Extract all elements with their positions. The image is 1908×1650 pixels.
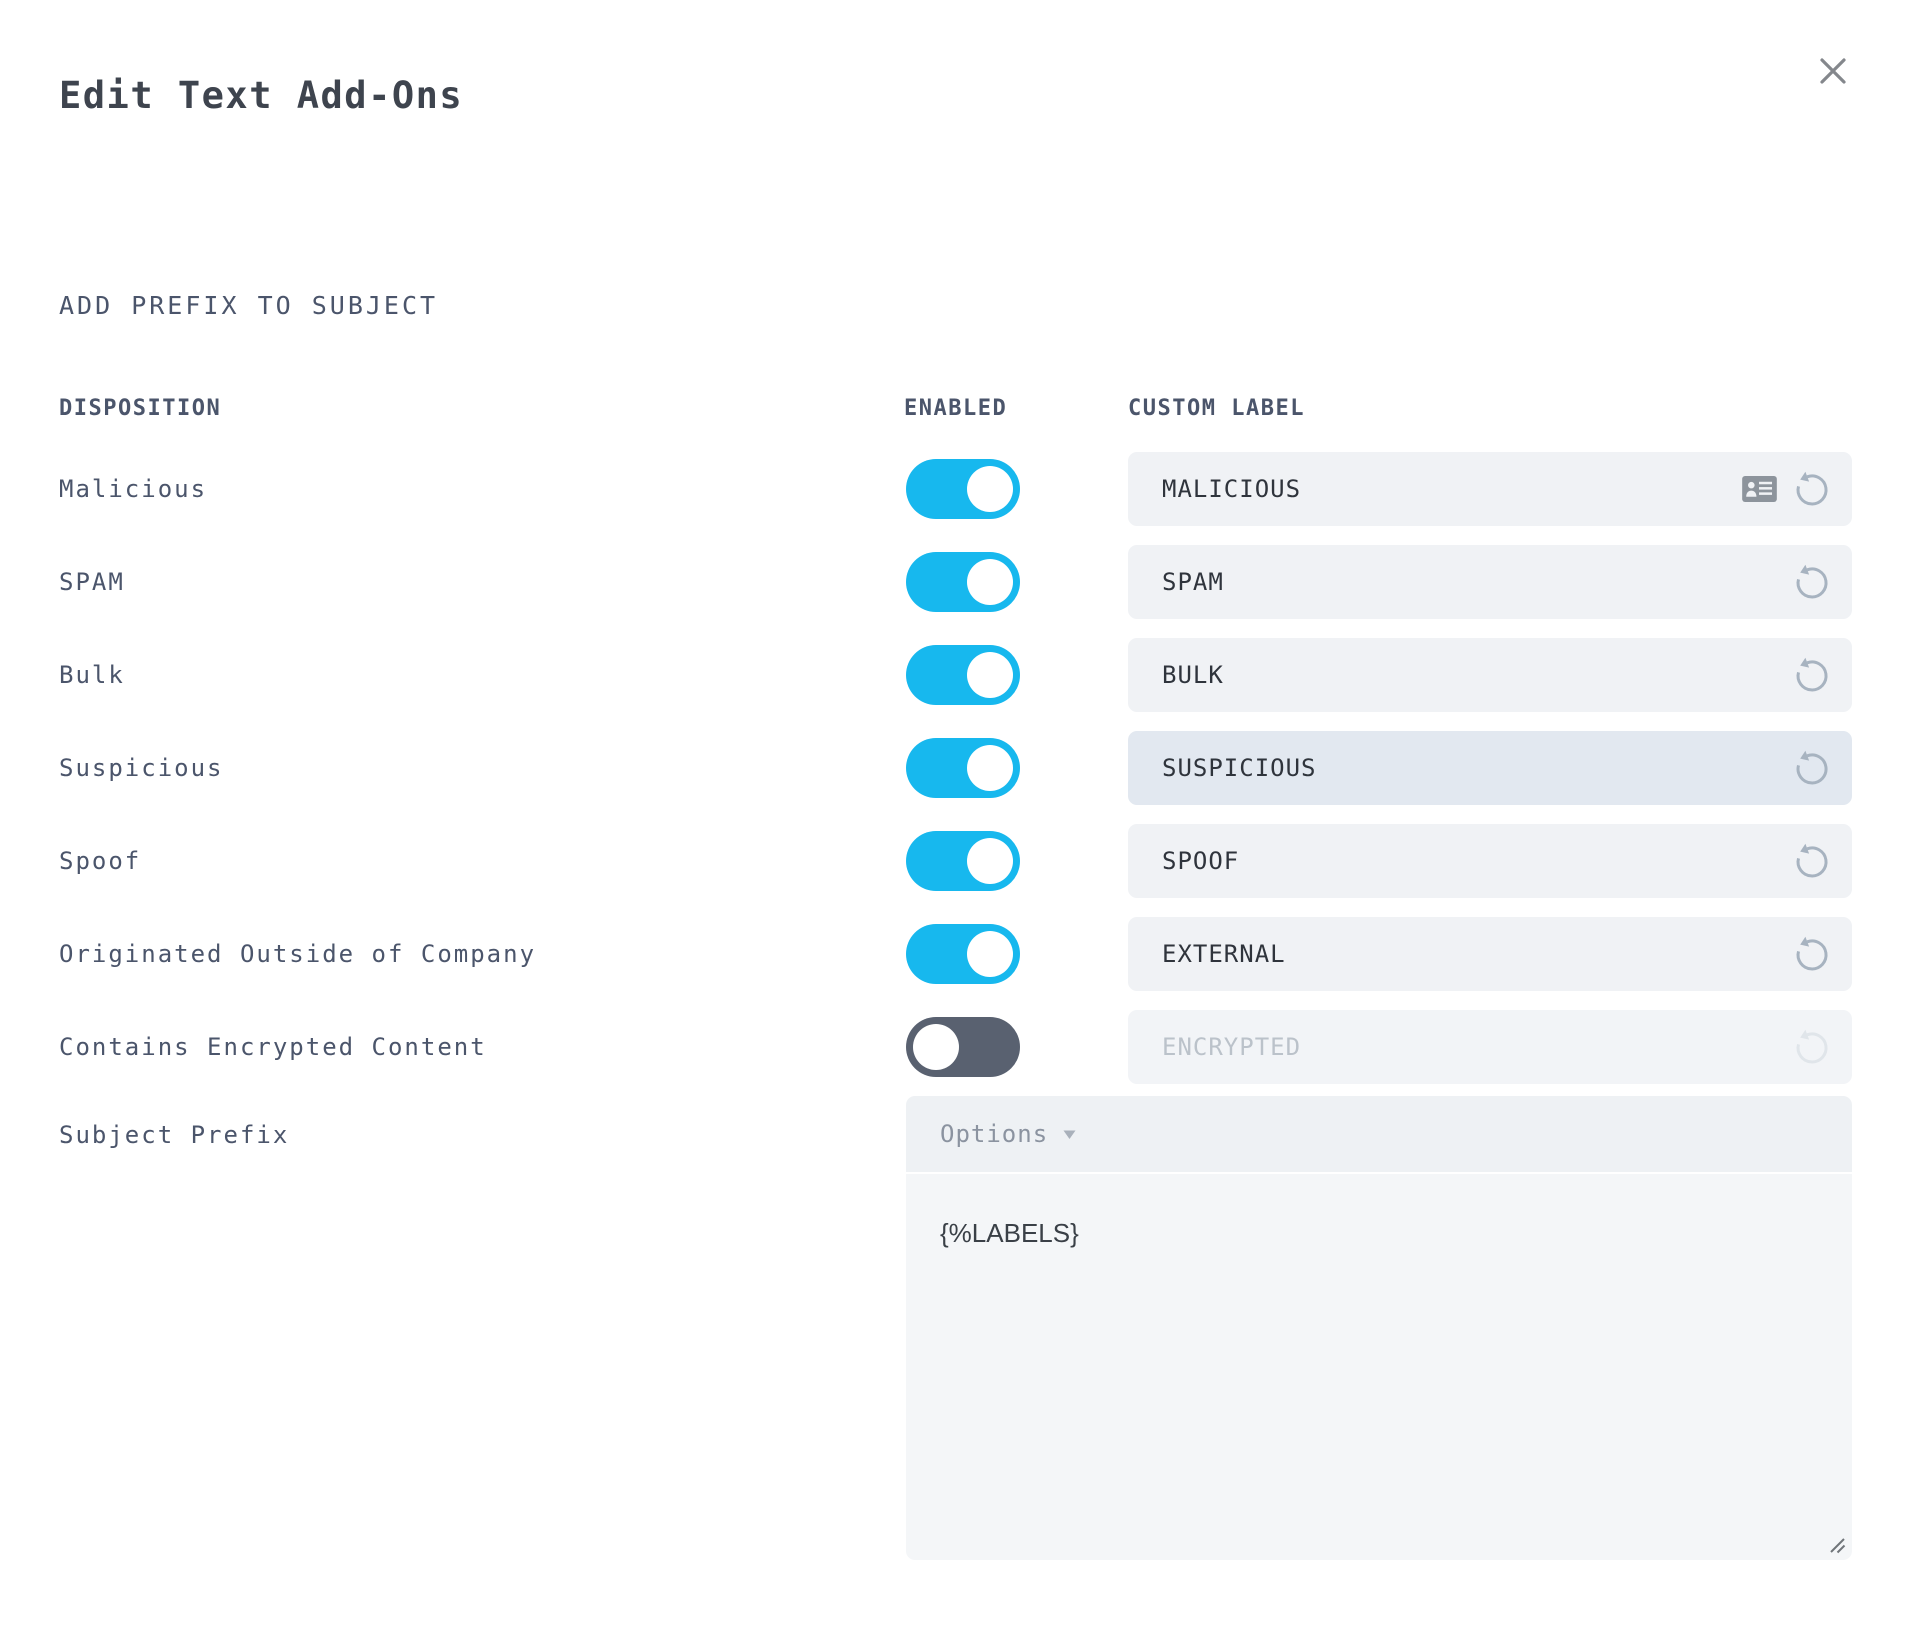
reset-label-icon[interactable] bbox=[1790, 467, 1834, 511]
field-icons bbox=[1790, 545, 1834, 619]
reset-label-icon[interactable] bbox=[1790, 839, 1834, 883]
custom-label-field bbox=[1128, 824, 1852, 898]
column-header-custom-label: CUSTOM LABEL bbox=[1128, 396, 1305, 421]
field-icons bbox=[1790, 1010, 1834, 1084]
disposition-label: Bulk bbox=[59, 661, 125, 689]
custom-label-input[interactable] bbox=[1128, 545, 1802, 619]
custom-label-field bbox=[1128, 1010, 1852, 1084]
reset-label-icon[interactable] bbox=[1790, 560, 1834, 604]
toggle-knob bbox=[967, 931, 1013, 977]
dialog-title: Edit Text Add-Ons bbox=[59, 74, 464, 117]
subject-prefix-value: {%LABELS} bbox=[940, 1218, 1079, 1248]
close-button[interactable] bbox=[1804, 42, 1862, 100]
enabled-toggle[interactable] bbox=[906, 459, 1020, 519]
table-row-spoof: Spoof bbox=[0, 824, 1908, 917]
reset-label-icon[interactable] bbox=[1790, 932, 1834, 976]
addon-rows: Malicious bbox=[0, 452, 1908, 1103]
custom-label-input[interactable] bbox=[1128, 1010, 1802, 1084]
options-dropdown[interactable]: Options bbox=[906, 1096, 1852, 1172]
subject-prefix-textarea[interactable]: {%LABELS} bbox=[906, 1174, 1852, 1560]
resize-grip-icon[interactable] bbox=[1826, 1534, 1846, 1554]
column-header-disposition: DISPOSITION bbox=[59, 396, 222, 421]
reset-label-icon[interactable] bbox=[1790, 746, 1834, 790]
custom-label-input[interactable] bbox=[1128, 638, 1802, 712]
section-heading: ADD PREFIX TO SUBJECT bbox=[59, 291, 439, 320]
table-row-spam: SPAM bbox=[0, 545, 1908, 638]
close-icon bbox=[1820, 58, 1846, 84]
custom-label-input[interactable] bbox=[1128, 731, 1802, 805]
field-icons bbox=[1790, 638, 1834, 712]
chevron-down-icon bbox=[1063, 1130, 1076, 1139]
disposition-label: Malicious bbox=[59, 475, 208, 503]
enabled-toggle[interactable] bbox=[906, 831, 1020, 891]
disposition-label: Spoof bbox=[59, 847, 142, 875]
toggle-knob bbox=[967, 466, 1013, 512]
table-row-malicious: Malicious bbox=[0, 452, 1908, 545]
custom-label-field bbox=[1128, 731, 1852, 805]
toggle-knob bbox=[967, 652, 1013, 698]
field-icons bbox=[1790, 731, 1834, 805]
toggle-knob bbox=[967, 838, 1013, 884]
custom-label-field bbox=[1128, 638, 1852, 712]
table-row-suspicious: Suspicious bbox=[0, 731, 1908, 824]
custom-label-field bbox=[1128, 452, 1852, 526]
toggle-knob bbox=[967, 745, 1013, 791]
disposition-label: SPAM bbox=[59, 568, 125, 596]
table-row-encrypted: Contains Encrypted Content bbox=[0, 1010, 1908, 1103]
enabled-toggle[interactable] bbox=[906, 552, 1020, 612]
custom-label-field bbox=[1128, 545, 1852, 619]
options-dropdown-label: Options bbox=[940, 1120, 1049, 1148]
table-row-bulk: Bulk bbox=[0, 638, 1908, 731]
enabled-toggle[interactable] bbox=[906, 645, 1020, 705]
subject-prefix-label: Subject Prefix bbox=[59, 1121, 290, 1149]
reset-label-icon[interactable] bbox=[1790, 653, 1834, 697]
toggle-knob bbox=[967, 559, 1013, 605]
custom-label-input[interactable] bbox=[1128, 452, 1802, 526]
custom-label-field bbox=[1128, 917, 1852, 991]
custom-label-input[interactable] bbox=[1128, 917, 1802, 991]
table-row-external: Originated Outside of Company bbox=[0, 917, 1908, 1010]
contact-card-icon[interactable] bbox=[1742, 476, 1777, 502]
field-icons bbox=[1790, 917, 1834, 991]
enabled-toggle[interactable] bbox=[906, 924, 1020, 984]
disposition-label: Contains Encrypted Content bbox=[59, 1033, 487, 1061]
column-header-enabled: ENABLED bbox=[904, 396, 1008, 421]
enabled-toggle[interactable] bbox=[906, 738, 1020, 798]
field-icons bbox=[1742, 452, 1834, 526]
toggle-knob bbox=[913, 1024, 959, 1070]
reset-label-icon[interactable] bbox=[1790, 1025, 1834, 1069]
custom-label-input[interactable] bbox=[1128, 824, 1802, 898]
disposition-label: Suspicious bbox=[59, 754, 224, 782]
field-icons bbox=[1790, 824, 1834, 898]
enabled-toggle[interactable] bbox=[906, 1017, 1020, 1077]
disposition-label: Originated Outside of Company bbox=[59, 940, 537, 968]
